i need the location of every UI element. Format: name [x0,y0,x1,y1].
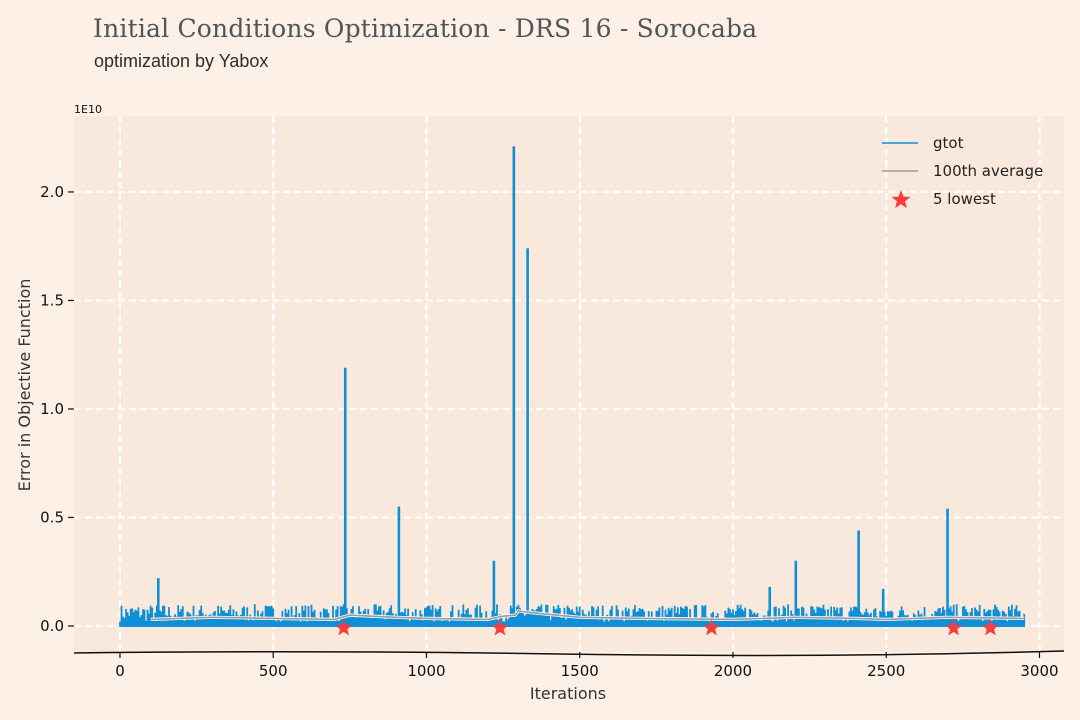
y-tick-label: 1.0 [40,400,64,418]
x-axis-line [73,650,1065,657]
lowest-point-star [335,619,353,636]
x-tick-label: 3000 [1020,662,1058,680]
lowest-point-star [491,619,509,636]
legend-label-average: 100th average [933,162,1043,180]
x-tick-label: 1500 [561,662,599,680]
y-tick-label: 2.0 [40,183,64,201]
x-tick-label: 2000 [714,662,752,680]
legend-star-icon [891,190,911,209]
lowest-point-star [981,619,999,636]
y-ticks: 0.0 0.5 1.0 1.5 2.0 [40,183,74,635]
chart-title: Initial Conditions Optimization - DRS 16… [93,14,758,43]
y-tick-label: 0.5 [40,508,64,526]
legend-label-lowest: 5 lowest [933,190,996,208]
chart-subtitle: optimization by Yabox [94,51,269,71]
x-tick-label: 500 [259,662,288,680]
x-tick-label: 2500 [867,662,905,680]
lowest-point-star [945,619,963,636]
y-scale-label: 1E10 [74,103,102,116]
y-axis-label: Error in Objective Function [15,279,34,492]
legend-marker-lowest [891,190,911,209]
series-lowest [335,619,999,636]
series-average [150,609,1025,622]
legend: gtot 100th average 5 lowest [882,134,1043,209]
x-tick-label: 0 [115,662,125,680]
y-tick-label: 0.0 [40,617,64,635]
y-tick-label: 1.5 [40,291,64,309]
plot-area [74,116,1064,652]
lowest-point-star [703,619,721,636]
average-line [150,609,1025,621]
legend-label-gtot: gtot [933,134,964,152]
x-ticks: 0 500 1000 1500 2000 2500 3000 [115,652,1059,680]
x-tick-label: 1000 [407,662,445,680]
x-axis-label: Iterations [530,684,606,703]
